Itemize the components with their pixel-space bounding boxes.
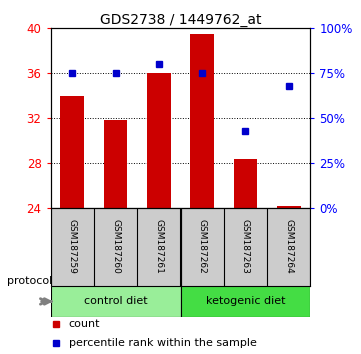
Bar bbox=[180, 286, 310, 317]
Text: ketogenic diet: ketogenic diet bbox=[206, 296, 285, 307]
Text: protocol: protocol bbox=[7, 276, 52, 286]
Bar bbox=[60, 96, 84, 207]
Bar bbox=[190, 34, 214, 207]
Bar bbox=[147, 73, 171, 207]
Bar bbox=[277, 206, 301, 207]
Text: control diet: control diet bbox=[84, 296, 147, 307]
Bar bbox=[104, 120, 127, 207]
Bar bbox=[51, 286, 180, 317]
Bar bbox=[234, 159, 257, 207]
Title: GDS2738 / 1449762_at: GDS2738 / 1449762_at bbox=[100, 13, 261, 27]
Text: percentile rank within the sample: percentile rank within the sample bbox=[69, 338, 257, 348]
Text: GSM187260: GSM187260 bbox=[111, 219, 120, 274]
Text: GSM187262: GSM187262 bbox=[198, 219, 206, 274]
Text: GSM187261: GSM187261 bbox=[155, 219, 163, 274]
Text: count: count bbox=[69, 319, 100, 329]
Text: GSM187264: GSM187264 bbox=[284, 219, 293, 274]
Text: GSM187263: GSM187263 bbox=[241, 219, 250, 274]
Text: GSM187259: GSM187259 bbox=[68, 219, 77, 274]
